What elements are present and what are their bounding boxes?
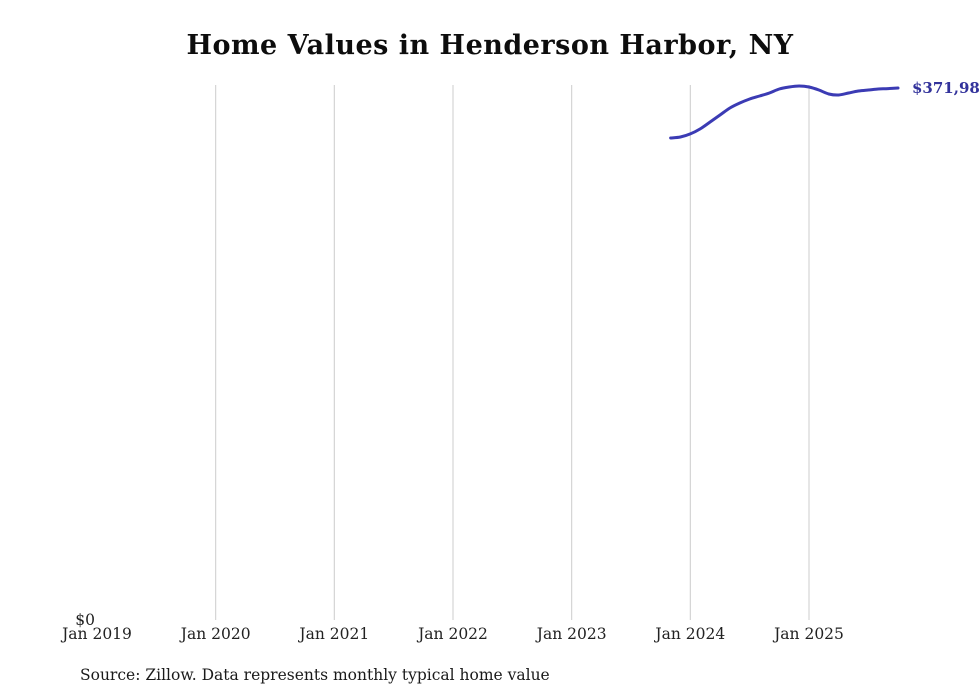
x-tick-label-jan-2022: Jan 2022 — [418, 625, 488, 643]
x-tick-label-jan-2019: Jan 2019 — [62, 625, 132, 643]
chart-title: Home Values in Henderson Harbor, NY — [186, 30, 794, 61]
x-tick-label-jan-2021: Jan 2021 — [299, 625, 370, 643]
home-value-line — [669, 84, 900, 140]
x-tick-label-jan-2020: Jan 2020 — [180, 625, 251, 643]
series-end-value-label: $371,988 — [912, 79, 980, 97]
x-tick-label-jan-2024: Jan 2024 — [655, 625, 726, 643]
x-tick-label-jan-2025: Jan 2025 — [774, 625, 844, 643]
x-tick-label-jan-2023: Jan 2023 — [536, 625, 607, 643]
gridlines — [215, 85, 810, 620]
y-axis-zero-label: $0 — [75, 611, 95, 629]
source-note: Source: Zillow. Data represents monthly … — [80, 666, 550, 684]
